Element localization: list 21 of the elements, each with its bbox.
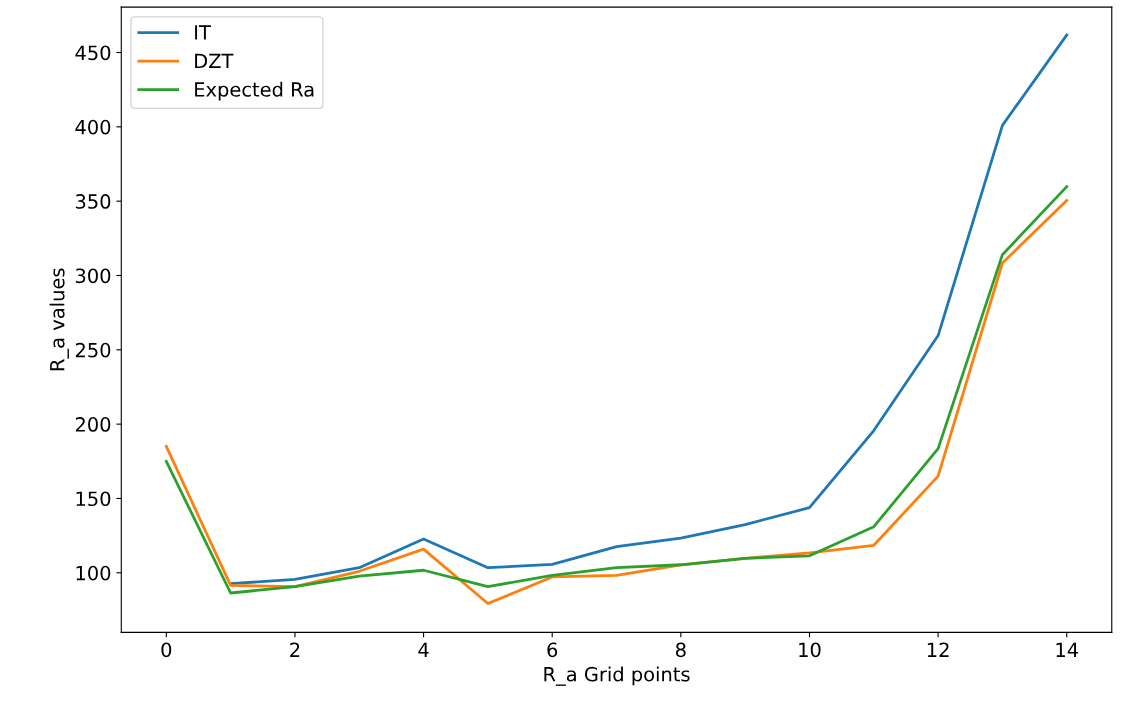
y-tick-label: 350 <box>75 194 111 209</box>
x-axis-title: R_a Grid points <box>544 666 690 686</box>
y-tick-label: 450 <box>75 45 111 61</box>
legend-label: DZT <box>195 53 234 68</box>
x-tick-label: 10 <box>799 642 821 658</box>
y-tick-label: 400 <box>75 119 111 135</box>
x-tick-label: 12 <box>927 642 949 657</box>
x-tick-label: 4 <box>418 642 429 657</box>
y-tick-label: 300 <box>75 268 111 284</box>
y-tick-label: 250 <box>75 342 111 358</box>
x-tick-label: 2 <box>290 642 300 657</box>
x-tick-label: 8 <box>675 642 686 658</box>
y-axis-title: R_a values <box>49 268 69 371</box>
legend-label: Expected Ra <box>195 81 314 101</box>
y-tick-label: 150 <box>76 491 111 507</box>
x-tick-label: 14 <box>1056 642 1079 657</box>
x-tick-label: 0 <box>161 642 172 658</box>
y-tick-label: 100 <box>76 565 111 581</box>
legend-label: IT <box>195 25 211 40</box>
y-tick-label: 200 <box>75 417 111 432</box>
x-tick-label: 6 <box>547 642 558 658</box>
